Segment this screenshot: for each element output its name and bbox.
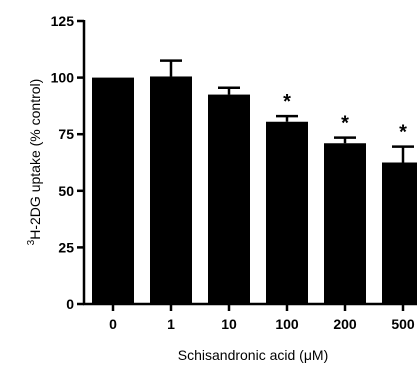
y-tick-label: 125 [51,13,75,29]
y-tick-label: 0 [66,296,74,312]
significance-marker: * [341,113,349,135]
y-axis-label-main: H-2DG uptake (% control) [27,79,43,240]
x-tick-label: 1 [167,316,175,332]
y-axis: 0 25 50 75 100 125 [51,13,86,312]
bar [92,77,134,304]
bar [266,121,308,304]
bar [150,76,192,304]
significance-marker: * [399,122,407,144]
x-tick-label: 100 [275,316,299,332]
significance-marker: * [283,91,291,113]
bar [382,162,417,304]
y-tick-label: 25 [58,239,74,255]
x-tick-label: 0 [109,316,117,332]
x-tick-label: 10 [221,316,237,332]
y-axis-label: 3H-2DG uptake (% control) [26,79,43,246]
bars: * * * [92,59,417,304]
y-tick-label: 100 [51,70,75,86]
y-tick-label: 50 [58,183,74,199]
y-tick-label: 75 [58,126,74,142]
bar [324,143,366,304]
y-axis-label-superscript: 3 [26,239,37,245]
bar [208,94,250,304]
x-tick-label: 200 [333,316,357,332]
x-axis-label-unit-rest: M) [312,347,328,363]
x-axis: 0 1 10 100 200 500 [83,302,417,332]
x-axis-label-unit-greek: μ [304,347,312,363]
x-axis-label: Schisandronic acid (μM) [178,347,328,363]
x-axis-label-prefix: Schisandronic acid ( [178,347,304,363]
x-tick-label: 500 [391,316,415,332]
